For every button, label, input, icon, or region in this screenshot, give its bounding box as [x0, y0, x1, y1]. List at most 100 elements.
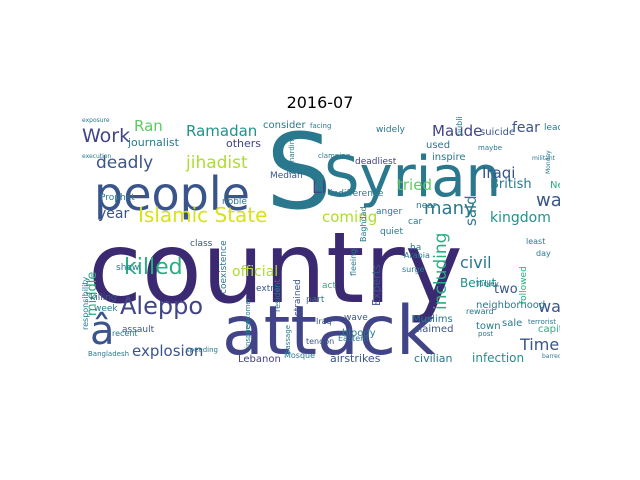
cloud-word: near — [416, 201, 437, 211]
cloud-word: quiet — [380, 227, 403, 237]
cloud-word: recent — [112, 329, 138, 338]
cloud-word: post — [478, 330, 493, 338]
cloud-word: passage — [284, 325, 292, 354]
cloud-word: leader — [544, 123, 560, 133]
cloud-word: strained — [293, 279, 303, 316]
cloud-word: widely — [376, 125, 406, 135]
cloud-word: middle — [85, 272, 100, 316]
cloud-word: ha — [410, 243, 421, 253]
cloud-word: â — [90, 308, 115, 354]
cloud-word: kingdom — [490, 210, 551, 226]
cloud-word: responsibility — [81, 276, 90, 330]
cloud-word: car — [408, 217, 422, 227]
cloud-word: including — [431, 233, 451, 310]
cloud-word: Mosque — [284, 351, 315, 360]
cloud-word: journalist — [127, 136, 180, 149]
cloud-word: clamping — [318, 152, 350, 160]
cloud-word: Syrian — [324, 145, 501, 210]
cloud-word: British — [490, 177, 532, 192]
cloud-word: execution — [82, 153, 111, 160]
cloud-word: Bangladesh — [88, 350, 129, 358]
cloud-word: facing — [310, 122, 331, 130]
cloud-word: Ran — [134, 117, 163, 135]
cloud-word: Monday — [545, 150, 552, 174]
cloud-word: killing — [90, 293, 117, 303]
cloud-word: town — [476, 321, 501, 332]
cloud-word: terrorist — [528, 318, 556, 326]
cloud-word: speeding — [186, 346, 218, 354]
cloud-word: assault — [122, 325, 155, 335]
cloud-word: newcomer — [244, 297, 252, 334]
cloud-word: Aleppo — [120, 292, 203, 320]
cloud-word: used — [426, 140, 450, 151]
cloud-word: two — [494, 282, 518, 297]
cloud-word: others — [226, 137, 261, 150]
cloud-word: wa — [538, 297, 560, 316]
cloud-word: Ramadan — [186, 122, 257, 140]
cloud-word: New — [550, 180, 560, 191]
cloud-word: anger — [376, 207, 402, 217]
cloud-word: claimed — [414, 324, 453, 335]
cloud-word: said — [462, 195, 480, 226]
cloud-word: surge — [402, 265, 424, 274]
cloud-word: civilian — [414, 352, 453, 364]
cloud-word: barred — [542, 353, 560, 360]
cloud-word: followed — [519, 266, 529, 304]
cloud-word: tendon — [306, 337, 334, 346]
cloud-word: consider — [263, 120, 306, 131]
cloud-word: wave — [344, 313, 368, 323]
cloud-word: day — [536, 249, 551, 258]
cloud-word: Muslims — [412, 314, 453, 325]
cloud-word: war — [536, 190, 560, 211]
cloud-word: Lebanon — [238, 354, 281, 364]
cloud-word: maybe — [478, 144, 502, 152]
cloud-word: Islamic State — [138, 203, 267, 227]
cloud-word: Beirut — [460, 276, 496, 290]
cloud-word: least — [526, 237, 545, 246]
cloud-word: Iraq — [316, 317, 332, 326]
cloud-word: act — [322, 281, 336, 291]
cloud-word: indifference — [330, 189, 384, 199]
cloud-word: part — [306, 295, 325, 305]
cloud-word: class — [190, 239, 213, 249]
cloud-word: fear — [512, 120, 540, 136]
cloud-word: exposure — [82, 117, 110, 124]
cloud-word: neighborhood — [476, 300, 545, 311]
cloud-word: airstrikes — [330, 352, 381, 364]
cloud-word: noble — [222, 197, 247, 207]
cloud-word: coming — [322, 208, 377, 226]
cloud-word: show — [116, 263, 139, 273]
cloud-word: explosion — [132, 342, 203, 360]
cloud-word: public — [455, 116, 464, 136]
cloud-word: attack — [222, 292, 436, 364]
cloud-word: official — [232, 264, 278, 280]
cloud-word: fleeing — [349, 249, 358, 276]
cloud-word: tried — [397, 176, 432, 194]
cloud-word: year — [98, 206, 129, 222]
cloud-word: extra — [256, 284, 279, 294]
cloud-word: Experts — [370, 264, 383, 306]
cloud-word: Maude — [432, 122, 482, 140]
cloud-word: Bernardino — [288, 136, 296, 174]
cloud-word: capital — [538, 324, 560, 335]
cloud-word: sale — [502, 318, 522, 329]
cloud-word: resident — [273, 279, 282, 312]
cloud-word: civil — [460, 253, 492, 272]
cloud-word: many — [424, 198, 475, 219]
cloud-word: deadliest — [355, 157, 397, 167]
cloud-word: Turkey — [475, 280, 499, 288]
cloud-word: Arabia — [404, 251, 430, 260]
cloud-word: killed — [124, 255, 183, 280]
cloud-word: reward — [466, 307, 494, 316]
cloud-word: Work — [82, 125, 130, 147]
chart-title: 2016-07 — [286, 93, 354, 112]
cloud-word: inspire — [432, 152, 466, 163]
cloud-word: people — [94, 167, 250, 221]
cloud-word: country — [88, 212, 463, 326]
cloud-word: S — [266, 116, 332, 233]
cloud-word: inspired — [244, 320, 252, 348]
cloud-word: infection — [472, 351, 524, 364]
cloud-word: week — [94, 304, 118, 314]
cloud-word: jihadist — [185, 153, 248, 173]
